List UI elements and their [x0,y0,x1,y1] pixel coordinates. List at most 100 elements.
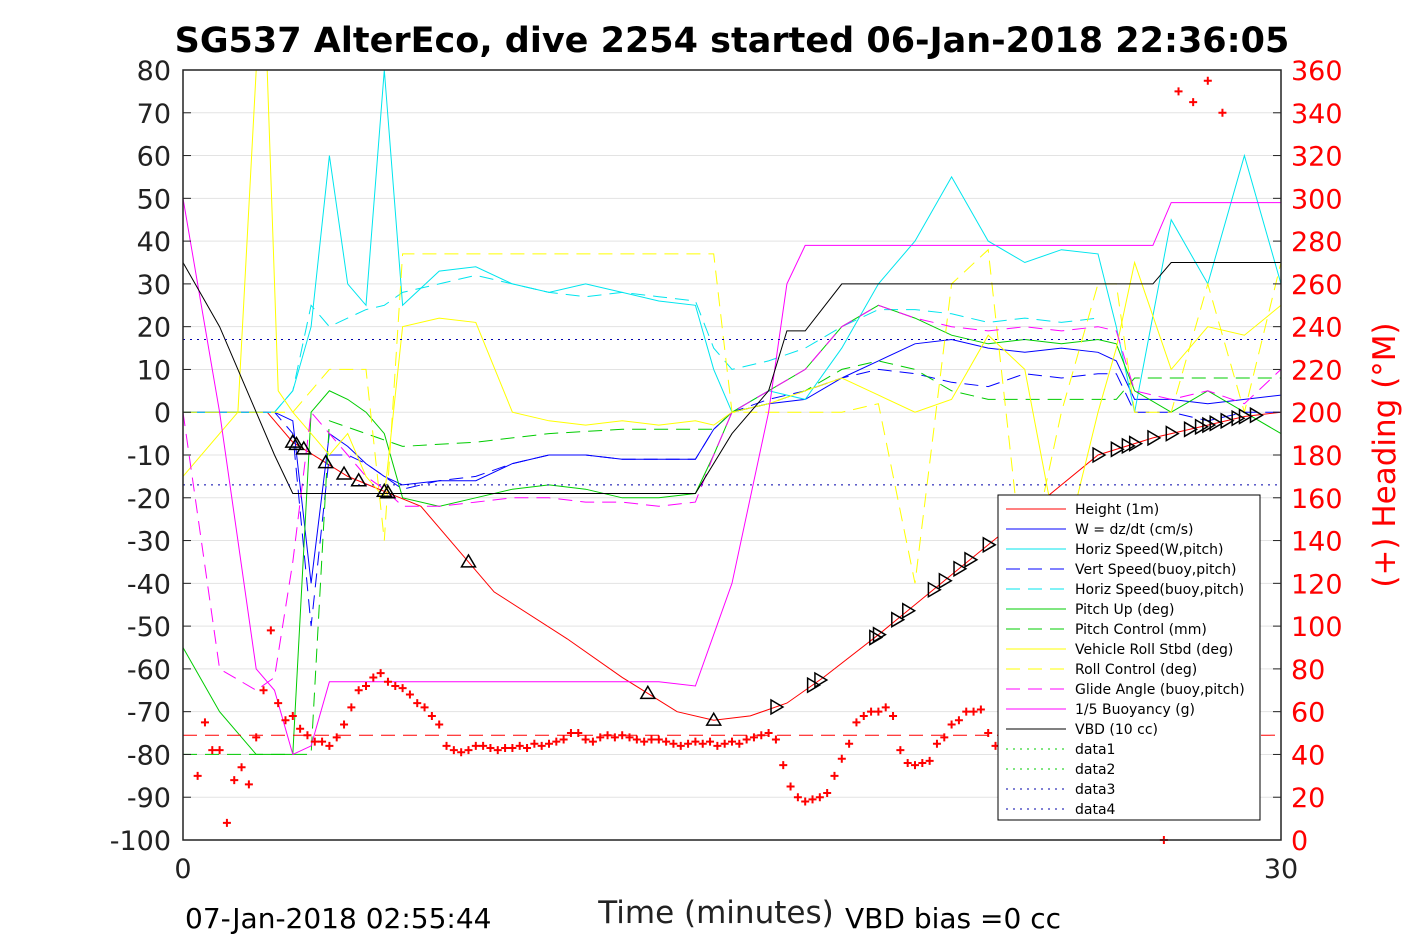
heading-point [962,707,971,716]
heading-point [815,793,824,802]
heading-point [391,682,400,690]
heading-point [340,720,349,729]
height-marker [964,551,979,569]
y-right-tick-label: 260 [1291,270,1343,301]
heading-point [523,744,532,753]
heading-point [742,735,751,744]
heading-point [325,741,334,750]
heading-point [691,737,700,746]
chart-title: SG537 AlterEco, dive 2254 started 06-Jan… [175,21,1290,61]
y-tick-label: 50 [137,184,171,215]
y-tick-label: 20 [137,313,171,344]
height-marker [1092,446,1107,464]
height-marker [814,671,829,689]
series-line-1 [183,338,1282,584]
height-marker [295,440,313,455]
height-marker [927,581,942,599]
heading-point [808,795,817,804]
heading-point [801,797,810,806]
heading-point [684,739,693,748]
height-marker [953,560,968,578]
height-marker [1183,421,1198,438]
heading-point [581,735,590,744]
y-tick-label: -10 [127,441,171,472]
legend-label: Horiz Speed(W,pitch) [1075,542,1223,558]
height-marker [1121,437,1136,455]
heading-point [1203,76,1212,85]
y-tick-label: -100 [110,826,171,857]
y-right-tick-label: 200 [1291,398,1343,429]
heading-point [369,673,378,682]
height-marker [1147,429,1162,447]
heading-point [464,746,473,755]
heading-point [918,759,927,767]
heading-point [889,711,898,720]
heading-point [449,746,458,755]
heading-point [200,718,209,727]
height-marker [902,602,917,620]
heading-point [706,737,715,746]
height-marker [284,433,302,448]
legend-label: Pitch Up (deg) [1075,602,1174,618]
heading-point [362,682,370,690]
y-right-tick-label: 220 [1291,355,1343,386]
height-marker [770,698,785,716]
heading-point [237,763,246,772]
heading-point [793,793,802,802]
y-tick-label: 0 [154,398,171,429]
heading-point [493,746,502,755]
heading-point [640,737,649,746]
heading-point [383,677,392,686]
heading-point [925,756,934,765]
y-tick-label: -40 [127,569,171,600]
series-line-11 [182,262,1281,494]
height-marker [350,472,367,487]
y-right-tick-label: 40 [1291,740,1325,771]
y-tick-label: 80 [137,56,171,87]
heading-point [903,759,912,767]
heading-point [310,737,319,746]
heading-point [713,741,722,750]
heading-point [911,761,919,770]
heading-point [559,735,568,744]
heading-point [252,733,261,742]
y-tick-label: -30 [127,527,171,558]
heading-point [1218,108,1227,117]
y-right-tick-label: 60 [1291,698,1325,729]
heading-point [830,771,839,780]
heading-point [215,746,224,755]
heading-point [698,739,707,748]
heading-point [735,739,744,748]
heading-point [413,699,422,708]
heading-point [596,733,605,742]
footer-vbd-bias: VBD bias =0 cc [845,902,1061,935]
heading-point [208,746,217,755]
heading-point [940,733,949,742]
heading-point [823,788,832,797]
y-tick-label: 70 [137,99,171,130]
heading-point [530,739,539,748]
y-right-tick-label: 300 [1291,184,1343,215]
heading-point [471,741,480,750]
heading-point [837,754,846,763]
heading-point [662,737,671,746]
heading-point [486,744,495,753]
heading-point [757,731,766,740]
height-marker [938,572,953,590]
heading-point [420,703,429,712]
heading-point [786,782,795,791]
height-marker [891,611,906,629]
series-layer [182,69,1282,756]
heading-point [574,729,583,738]
height-marker [1202,416,1217,434]
heading-point [193,771,202,780]
y-tick-label: 60 [137,142,171,173]
heading-point [874,707,883,716]
heading-point [435,720,444,729]
y-tick-label: -60 [127,655,171,686]
heading-point [610,733,619,742]
heading-point [588,737,597,746]
heading-point [654,735,663,744]
y-tick-label: 10 [137,355,171,386]
height-markers [284,406,1264,726]
